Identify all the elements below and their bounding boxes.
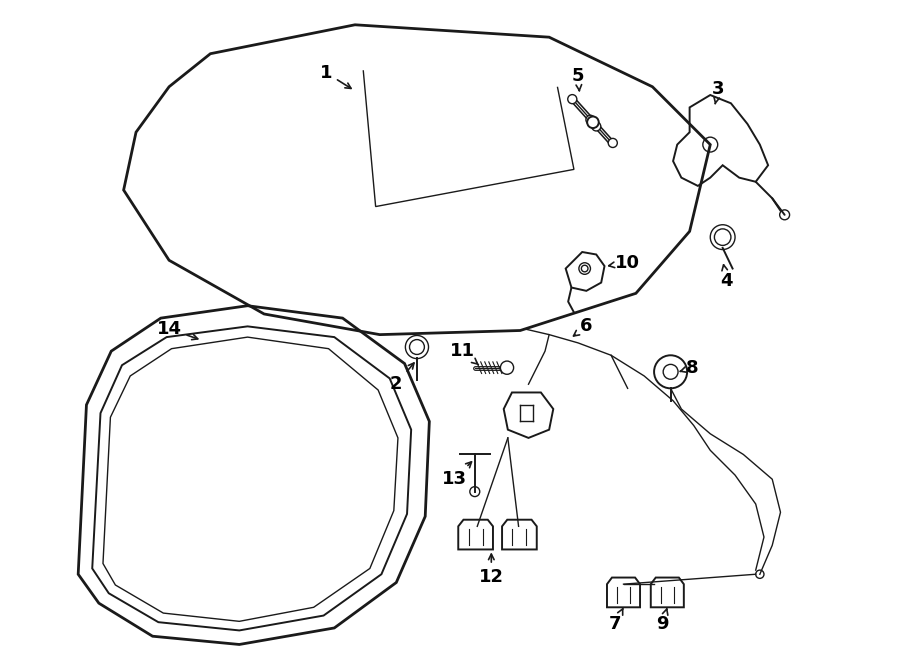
Text: 9: 9	[656, 609, 669, 633]
Circle shape	[586, 115, 595, 124]
Text: 1: 1	[320, 63, 351, 89]
Text: 10: 10	[608, 254, 640, 272]
Text: 14: 14	[157, 320, 198, 340]
Text: 8: 8	[680, 359, 698, 377]
Text: 5: 5	[572, 67, 584, 91]
Circle shape	[410, 340, 425, 354]
Circle shape	[715, 229, 731, 245]
Text: 3: 3	[712, 80, 724, 104]
Circle shape	[591, 122, 601, 131]
Circle shape	[654, 356, 687, 388]
Circle shape	[587, 116, 599, 128]
Text: 12: 12	[479, 554, 504, 586]
Text: 13: 13	[442, 462, 472, 488]
Circle shape	[568, 95, 577, 104]
Circle shape	[470, 486, 480, 496]
Text: 4: 4	[721, 265, 733, 290]
Text: 6: 6	[573, 317, 592, 336]
Text: 7: 7	[609, 609, 623, 633]
Text: 2: 2	[390, 363, 414, 393]
Circle shape	[608, 138, 617, 147]
Circle shape	[756, 570, 764, 578]
Circle shape	[500, 361, 514, 374]
Circle shape	[779, 210, 789, 219]
Text: 11: 11	[450, 342, 479, 365]
